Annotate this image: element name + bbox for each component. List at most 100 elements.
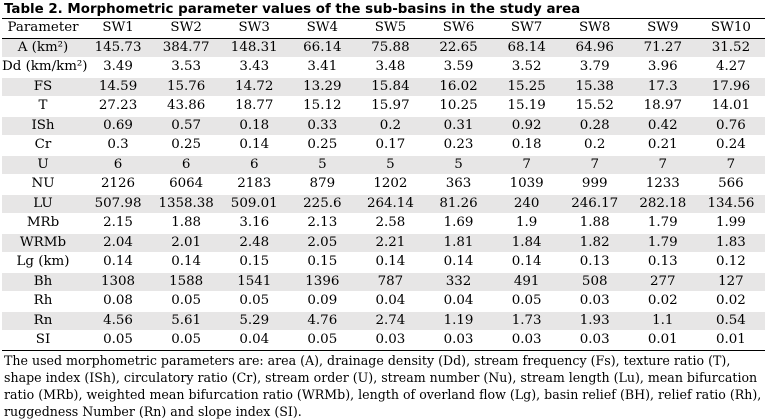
value-cell: 0.23	[424, 135, 493, 156]
value-cell: 3.59	[424, 57, 493, 78]
value-cell: 68.14	[492, 38, 561, 58]
value-cell: 0.21	[628, 135, 697, 156]
value-cell: 1.1	[628, 311, 697, 331]
value-cell: 31.52	[696, 38, 765, 58]
header-subbasin: SW5	[356, 18, 425, 39]
value-cell: 18.77	[220, 96, 289, 117]
value-cell: 0.15	[288, 252, 357, 273]
value-cell: 7	[560, 155, 629, 175]
value-cell: 0.05	[288, 330, 357, 351]
value-cell: 0.14	[356, 252, 425, 273]
value-cell: 1541	[220, 272, 289, 292]
value-cell: 0.08	[84, 291, 153, 312]
value-cell: 0.17	[356, 135, 425, 156]
value-cell: 1.93	[560, 311, 629, 331]
value-cell: 2.01	[152, 233, 221, 253]
value-cell: 1358.38	[152, 194, 221, 214]
table-row: Rh 0.08 0.05 0.05 0.09 0.04 0.04 0.05 0.03 0.02 0.…	[2, 291, 765, 312]
value-cell: 1.69	[424, 213, 493, 234]
value-cell: 0.14	[424, 252, 493, 273]
value-cell: 0.18	[492, 135, 561, 156]
value-cell: 3.96	[628, 57, 697, 78]
value-cell: 2.58	[356, 213, 425, 234]
value-cell: 0.2	[560, 135, 629, 156]
parameter-name-cell: U	[2, 155, 84, 175]
value-cell: 3.79	[560, 57, 629, 78]
value-cell: 2.74	[356, 311, 425, 331]
table-row: WRMb 2.04 2.01 2.48 2.05 2.21 1.81 1.84 1.82 1.79…	[2, 233, 765, 253]
value-cell: 14.01	[696, 96, 765, 117]
value-cell: 1039	[492, 174, 561, 195]
value-cell: 1.79	[628, 233, 697, 253]
value-cell: 491	[492, 272, 561, 292]
value-cell: 0.02	[628, 291, 697, 312]
header-subbasin: SW2	[152, 18, 221, 39]
value-cell: 1.83	[696, 233, 765, 253]
value-cell: 5.29	[220, 311, 289, 331]
value-cell: 16.02	[424, 77, 493, 97]
value-cell: 0.69	[84, 116, 153, 136]
value-cell: 148.31	[220, 38, 289, 58]
value-cell: 4.56	[84, 311, 153, 331]
value-cell: 1.88	[560, 213, 629, 234]
value-cell: 0.2	[356, 116, 425, 136]
value-cell: 509.01	[220, 194, 289, 214]
parameter-name-cell: A (km²)	[2, 38, 84, 58]
value-cell: 1.9	[492, 213, 561, 234]
value-cell: 277	[628, 272, 697, 292]
parameter-name-cell: Cr	[2, 135, 84, 156]
header-subbasin: SW3	[220, 18, 289, 39]
table-row: SI 0.05 0.05 0.04 0.05 0.03 0.03 0.03 0.03 0.01 0.…	[2, 330, 765, 351]
table-row: FS 14.59 15.76 14.72 13.29 15.84 16.02 15.25 15.…	[2, 77, 765, 97]
table-footnote: The used morphometric parameters are: ar…	[4, 352, 762, 419]
parameter-name-cell: WRMb	[2, 233, 84, 253]
value-cell: 7	[628, 155, 697, 175]
value-cell: 2183	[220, 174, 289, 195]
value-cell: 2126	[84, 174, 153, 195]
parameter-name-cell: NU	[2, 174, 84, 195]
value-cell: 14.59	[84, 77, 153, 97]
value-cell: 3.49	[84, 57, 153, 78]
value-cell: 508	[560, 272, 629, 292]
value-cell: 6	[84, 155, 153, 175]
value-cell: 2.21	[356, 233, 425, 253]
value-cell: 64.96	[560, 38, 629, 58]
value-cell: 1.82	[560, 233, 629, 253]
value-cell: 22.65	[424, 38, 493, 58]
value-cell: 5	[288, 155, 357, 175]
value-cell: 0.28	[560, 116, 629, 136]
value-cell: 71.27	[628, 38, 697, 58]
header-subbasin: SW9	[628, 18, 697, 39]
value-cell: 0.02	[696, 291, 765, 312]
value-cell: 0.05	[220, 291, 289, 312]
value-cell: 3.43	[220, 57, 289, 78]
value-cell: 2.05	[288, 233, 357, 253]
value-cell: 0.05	[492, 291, 561, 312]
table-row: LU 507.98 1358.38 509.01 225.6 264.14 81.26 240…	[2, 194, 765, 214]
value-cell: 0.57	[152, 116, 221, 136]
value-cell: 5.61	[152, 311, 221, 331]
value-cell: 282.18	[628, 194, 697, 214]
value-cell: 0.3	[84, 135, 153, 156]
value-cell: 15.97	[356, 96, 425, 117]
value-cell: 1588	[152, 272, 221, 292]
value-cell: 264.14	[356, 194, 425, 214]
value-cell: 15.52	[560, 96, 629, 117]
parameter-name-cell: Bh	[2, 272, 84, 292]
value-cell: 15.38	[560, 77, 629, 97]
value-cell: 1.84	[492, 233, 561, 253]
value-cell: 2.15	[84, 213, 153, 234]
value-cell: 507.98	[84, 194, 153, 214]
parameter-name-cell: Rh	[2, 291, 84, 312]
value-cell: 145.73	[84, 38, 153, 58]
value-cell: 3.52	[492, 57, 561, 78]
value-cell: 1.73	[492, 311, 561, 331]
value-cell: 5	[424, 155, 493, 175]
table-header-row: Parameter SW1 SW2 SW3 SW4 SW5 SW6 SW7 SW8 SW9 SW10	[2, 18, 765, 39]
value-cell: 13.29	[288, 77, 357, 97]
table-row: Cr 0.3 0.25 0.14 0.25 0.17 0.23 0.18 0.2 0.21 0.24	[2, 135, 765, 156]
value-cell: 7	[696, 155, 765, 175]
value-cell: 2.04	[84, 233, 153, 253]
value-cell: 0.03	[424, 330, 493, 351]
value-cell: 127	[696, 272, 765, 292]
